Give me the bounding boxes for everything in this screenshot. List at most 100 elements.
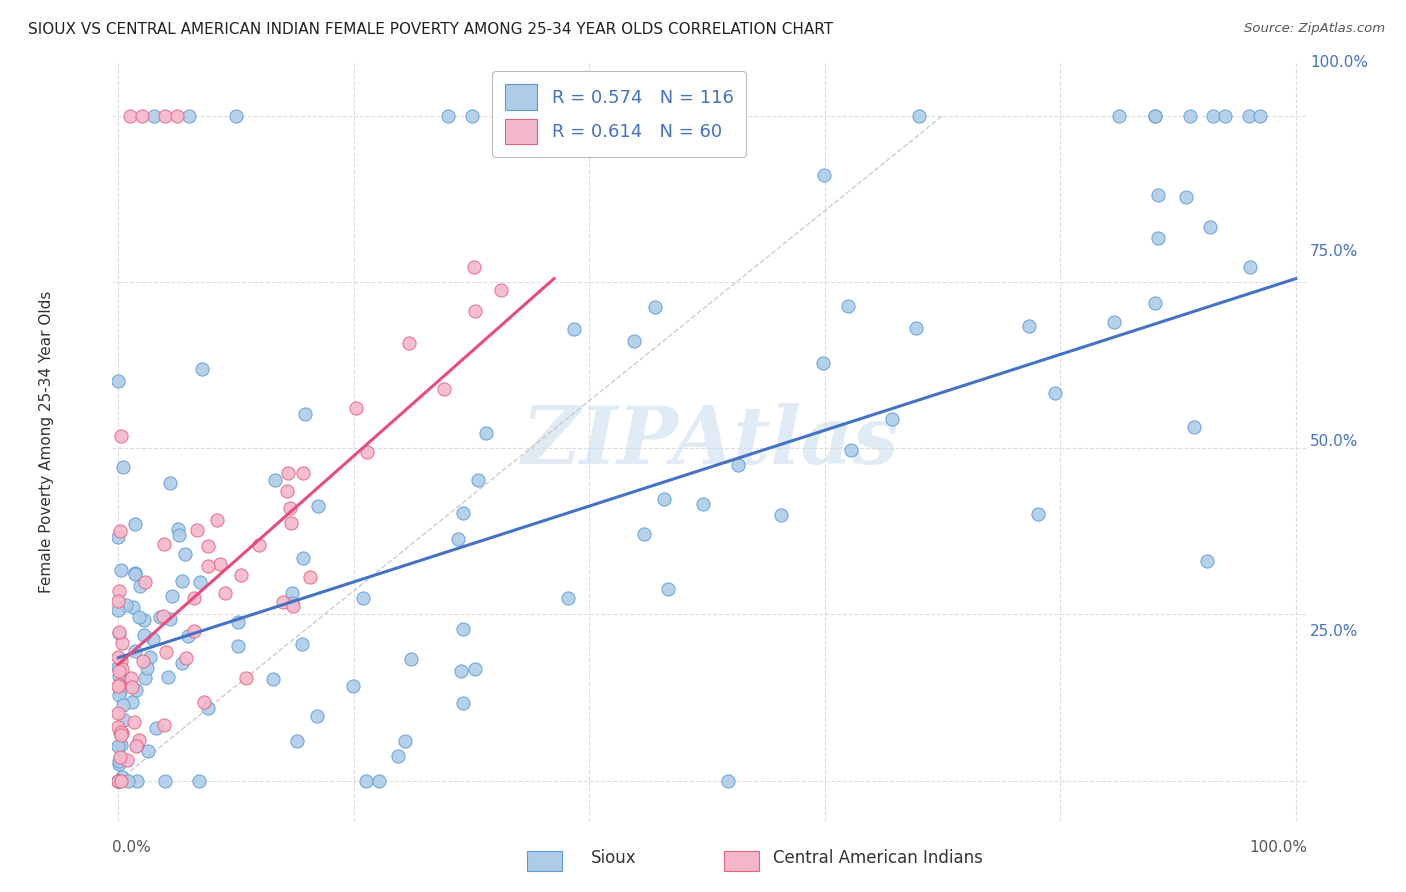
Point <box>294 408 316 422</box>
Point <box>111 673 134 687</box>
Text: 25.0%: 25.0% <box>1310 624 1358 639</box>
Point <box>769 508 792 523</box>
Point <box>153 537 176 551</box>
Point <box>280 516 302 530</box>
Point <box>108 754 131 768</box>
Point <box>226 639 249 653</box>
Point <box>460 109 482 123</box>
Point <box>142 109 165 123</box>
Point <box>155 645 177 659</box>
Point <box>1104 315 1126 329</box>
Point <box>124 567 146 582</box>
Point <box>136 661 159 675</box>
Point <box>122 600 145 615</box>
Point <box>644 300 666 314</box>
Point <box>177 629 200 643</box>
Point <box>136 744 159 758</box>
Point <box>447 532 470 546</box>
Point <box>111 770 134 784</box>
Point <box>342 679 364 693</box>
Point <box>352 591 374 606</box>
Point <box>281 599 304 613</box>
Point <box>188 574 211 589</box>
Point <box>197 539 219 553</box>
Point <box>110 654 132 668</box>
Point <box>110 725 132 739</box>
Point <box>155 109 177 123</box>
Point <box>187 773 209 788</box>
Point <box>149 609 172 624</box>
Point <box>159 612 181 626</box>
Point <box>1178 109 1201 123</box>
Point <box>1026 507 1049 521</box>
Point <box>1237 109 1260 123</box>
Point <box>197 559 219 574</box>
Text: 100.0%: 100.0% <box>1310 55 1368 70</box>
Point <box>170 656 193 670</box>
Point <box>115 753 138 767</box>
Point <box>177 109 200 123</box>
Point <box>1147 231 1170 245</box>
Point <box>191 361 214 376</box>
Point <box>557 591 579 605</box>
Point <box>226 615 249 630</box>
Point <box>692 497 714 511</box>
Point <box>1143 109 1166 123</box>
Point <box>285 734 308 748</box>
Point <box>132 628 155 642</box>
Point <box>489 283 512 297</box>
Point <box>108 756 131 771</box>
Point <box>142 632 165 647</box>
Point <box>134 613 156 627</box>
Point <box>276 483 298 498</box>
Point <box>298 570 321 584</box>
Point <box>273 595 295 609</box>
Point <box>727 458 749 473</box>
Point <box>132 654 155 668</box>
Point <box>114 598 136 612</box>
Point <box>124 516 146 531</box>
Point <box>356 445 378 459</box>
Point <box>107 773 129 788</box>
Point <box>108 524 131 539</box>
Point <box>1108 109 1130 123</box>
Point <box>145 721 167 735</box>
Point <box>193 695 215 709</box>
Point <box>112 713 135 727</box>
Point <box>108 688 131 702</box>
Point <box>277 466 299 480</box>
Point <box>107 660 129 674</box>
Text: 100.0%: 100.0% <box>1250 839 1308 855</box>
Point <box>107 773 129 788</box>
Point <box>908 109 931 123</box>
Text: Sioux: Sioux <box>591 849 636 867</box>
Point <box>208 557 231 571</box>
Point <box>186 524 208 538</box>
Point <box>107 720 129 734</box>
Point <box>562 322 585 336</box>
Point <box>354 773 377 788</box>
Point <box>128 733 150 747</box>
Point <box>134 574 156 589</box>
Point <box>197 701 219 715</box>
Point <box>235 672 257 686</box>
Point <box>107 626 129 640</box>
Point <box>387 748 409 763</box>
Text: Female Poverty Among 25-34 Year Olds: Female Poverty Among 25-34 Year Olds <box>39 291 55 592</box>
Point <box>464 303 486 318</box>
Point <box>107 530 129 544</box>
Point <box>1018 318 1040 333</box>
Point <box>291 466 314 480</box>
Point <box>307 499 329 513</box>
Point <box>1250 109 1272 123</box>
Point <box>107 650 129 665</box>
Point <box>1239 260 1261 274</box>
Point <box>657 582 679 597</box>
Point <box>183 624 205 639</box>
Point <box>394 734 416 748</box>
Point <box>453 696 475 710</box>
Point <box>134 671 156 685</box>
Text: 75.0%: 75.0% <box>1310 244 1358 260</box>
Point <box>437 109 460 123</box>
Point <box>1213 109 1236 123</box>
